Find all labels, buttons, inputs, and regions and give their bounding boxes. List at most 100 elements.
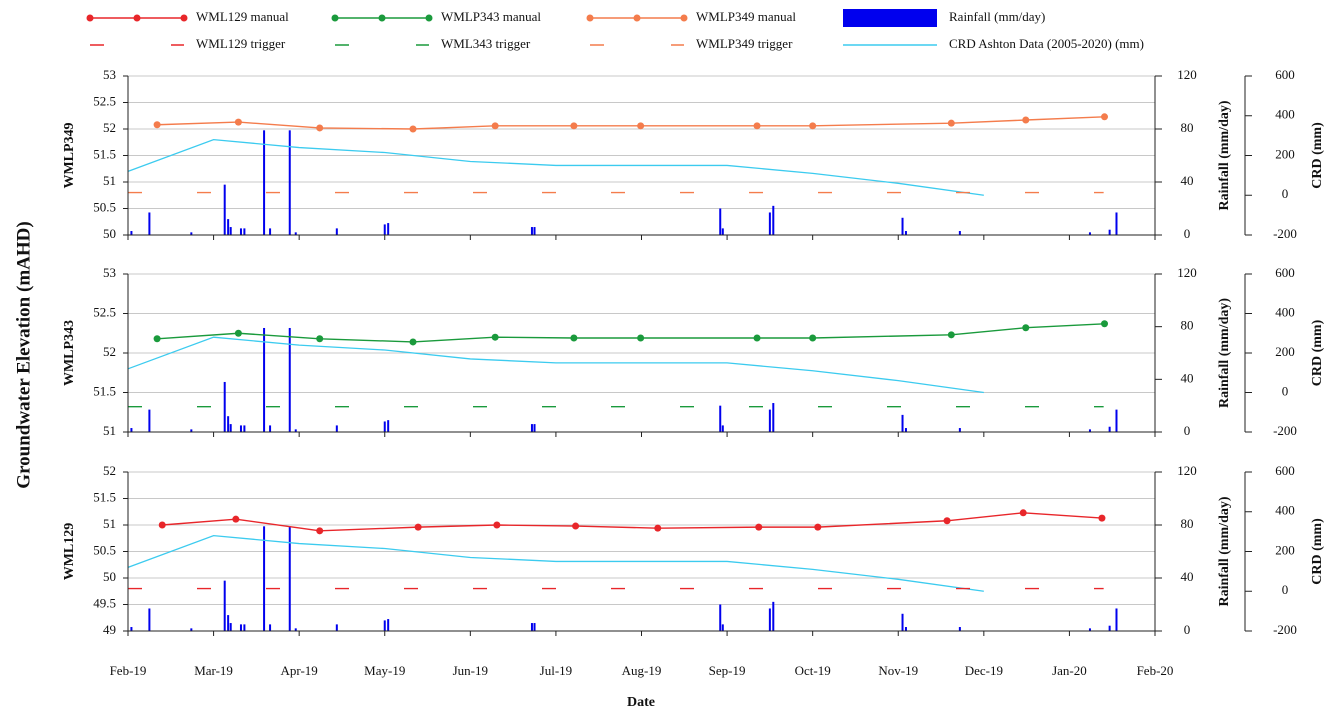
rain-bar	[229, 424, 232, 432]
rain-bar	[958, 428, 961, 432]
rain-bar	[533, 227, 536, 235]
rain-bar	[288, 526, 291, 631]
manual-point	[316, 527, 324, 535]
manual-point	[1098, 514, 1106, 522]
manual-point	[809, 122, 817, 130]
manual-point	[153, 121, 161, 129]
manual-line	[157, 116, 1105, 130]
rain-bar	[530, 424, 533, 432]
y3-axis-label: CRD (mm)	[1310, 122, 1325, 189]
legend-label: WML343 trigger	[441, 36, 531, 51]
rain-bar	[958, 231, 961, 235]
y-tick-label: 52.5	[93, 93, 116, 108]
manual-point	[1101, 320, 1109, 328]
rain-bar	[768, 212, 771, 235]
rain-bar	[269, 624, 272, 631]
x-tick-label: Nov-19	[878, 663, 918, 678]
x-tick-label: Jan-20	[1052, 663, 1087, 678]
x-tick-label: Mar-19	[194, 663, 233, 678]
y2-tick-label: 120	[1177, 265, 1197, 280]
rain-bar	[387, 420, 390, 432]
manual-point	[637, 122, 645, 130]
x-tick-label: Oct-19	[795, 663, 831, 678]
rain-bar	[904, 428, 907, 432]
y-tick-label: 50.5	[93, 199, 116, 214]
manual-point	[572, 522, 580, 530]
y-tick-label: 51.5	[93, 146, 116, 161]
y2-tick-label: 80	[1181, 516, 1194, 531]
x-tick-label: Feb-19	[110, 663, 147, 678]
panel-label-group: WML129	[62, 523, 77, 581]
manual-point	[947, 331, 955, 339]
rain-bar	[190, 628, 193, 631]
rain-bar	[335, 228, 338, 235]
y3-tick-label: 200	[1275, 542, 1295, 557]
y3-tick-label: 400	[1275, 107, 1295, 122]
rain-bar	[243, 228, 246, 235]
rain-bar	[294, 628, 297, 631]
manual-point	[232, 515, 240, 523]
y3-tick-label: -200	[1273, 226, 1297, 241]
rain-bar	[901, 613, 904, 631]
legend-label: WMLP349 manual	[696, 9, 796, 24]
manual-point	[570, 122, 578, 130]
rain-bar	[1088, 232, 1091, 235]
y3-axis-label-group: CRD (mm)	[1310, 518, 1325, 585]
manual-point	[1022, 324, 1030, 332]
y3-axis-label: CRD (mm)	[1310, 319, 1325, 386]
y2-tick-label: 40	[1181, 173, 1194, 188]
y-axis-label: Groundwater Elevation (mAHD)	[13, 221, 34, 488]
rain-bar	[227, 615, 230, 631]
manual-point	[637, 334, 645, 342]
y-tick-label: 51.5	[93, 383, 116, 398]
rain-bar	[1108, 229, 1111, 235]
y2-tick-label: 0	[1184, 622, 1191, 637]
y-tick-label: 51	[103, 173, 116, 188]
y3-tick-label: 400	[1275, 503, 1295, 518]
rain-bar	[768, 608, 771, 631]
y-tick-label: 49.5	[93, 595, 116, 610]
legend-label: WML129 trigger	[196, 36, 286, 51]
legend-marker	[331, 14, 339, 22]
rain-bar	[223, 184, 226, 235]
rain-bar	[130, 231, 133, 235]
panel-label: WMLP343	[62, 320, 77, 386]
rain-bar	[263, 526, 266, 631]
rain-bar	[288, 327, 291, 432]
crd-line	[127, 534, 984, 592]
y3-tick-label: 0	[1282, 582, 1289, 597]
x-axis-label: Date	[627, 695, 655, 710]
rain-bar	[239, 425, 242, 432]
y3-tick-label: 0	[1282, 186, 1289, 201]
y2-tick-label: 40	[1181, 370, 1194, 385]
rain-bar	[904, 627, 907, 631]
y-tick-label: 52	[103, 344, 116, 359]
manual-point	[570, 334, 578, 342]
manual-point	[491, 333, 499, 341]
manual-point	[491, 122, 499, 130]
x-tick-label: May-19	[364, 663, 405, 678]
manual-point	[654, 524, 662, 532]
panel-label-group: WMLP343	[62, 320, 77, 386]
manual-point	[409, 338, 417, 346]
crd-line	[127, 336, 984, 394]
y2-tick-label: 0	[1184, 226, 1191, 241]
rain-bar	[263, 130, 266, 235]
manual-point	[814, 523, 822, 531]
y-tick-label: 53	[103, 67, 116, 82]
rain-bar	[243, 624, 246, 631]
manual-point	[753, 334, 761, 342]
rain-bar	[239, 624, 242, 631]
manual-line	[162, 512, 1102, 532]
y2-axis-label: Rainfall (mm/day)	[1217, 100, 1232, 210]
manual-point	[316, 335, 324, 343]
x-tick-label: Aug-19	[622, 663, 662, 678]
manual-point	[316, 124, 324, 132]
rain-bar	[768, 409, 771, 432]
x-tick-label: Apr-19	[281, 663, 318, 678]
manual-point	[234, 118, 242, 126]
y2-axis-label: Rainfall (mm/day)	[1217, 298, 1232, 408]
legend-label: WMLP349 trigger	[696, 36, 793, 51]
rain-bar	[1115, 409, 1118, 432]
